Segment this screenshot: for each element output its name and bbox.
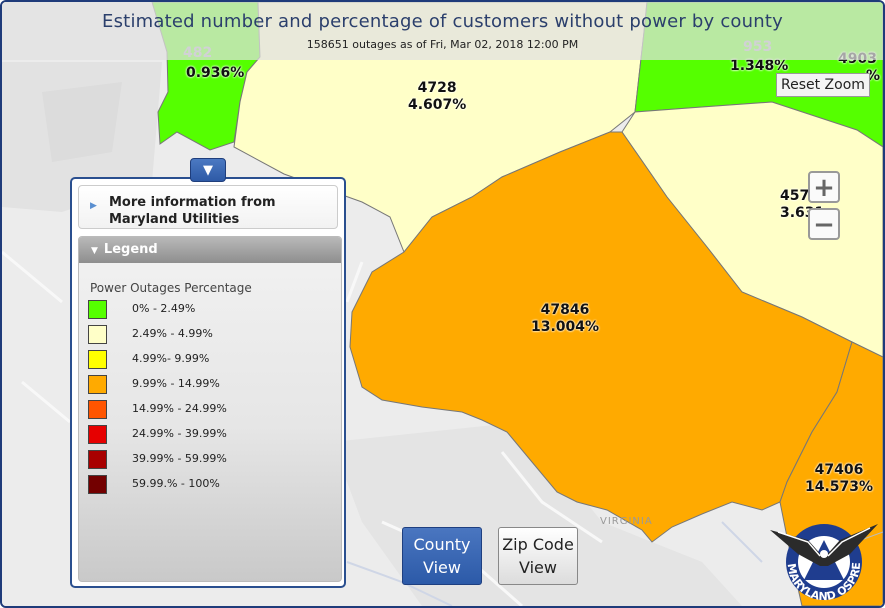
reset-zoom-button[interactable]: Reset Zoom [776, 73, 870, 97]
legend-header[interactable]: ▼ Legend [79, 237, 341, 263]
legend-swatch [88, 400, 107, 419]
legend-swatch [88, 350, 107, 369]
more-information-label: More information from Maryland Utilities [109, 195, 276, 227]
legend-swatch [88, 325, 107, 344]
page-title: Estimated number and percentage of custo… [102, 11, 783, 32]
legend-swatch [88, 450, 107, 469]
panel-toggle-button[interactable]: ▼ [190, 158, 226, 182]
legend: ▼ Legend Power Outages Percentage 0% - 2.… [78, 236, 342, 582]
county-482-percent[interactable]: 0.936% [186, 65, 245, 81]
county-view-button[interactable]: County View [402, 527, 482, 585]
maryland-osprey-logo: MARYLAND OSPREY [768, 510, 878, 603]
chevron-down-icon: ▼ [203, 163, 213, 178]
legend-swatch [88, 425, 107, 444]
basemap-label: VIRGINIA [600, 516, 653, 527]
county-4728-label[interactable]: 4728 4.607% [408, 80, 467, 113]
chevron-right-icon: ▶ [90, 201, 97, 211]
county-953-percent[interactable]: 1.348% [730, 58, 789, 74]
outage-summary: 158651 outages as of Fri, Mar 02, 2018 1… [306, 38, 579, 51]
zoom-out-button[interactable]: − [808, 208, 840, 240]
zip-code-view-button[interactable]: Zip Code View [498, 527, 578, 585]
zoom-in-button[interactable]: + [808, 171, 840, 203]
legend-swatch [88, 475, 107, 494]
county-47406-label[interactable]: 47406 14.573% [805, 462, 874, 495]
legend-swatch [88, 300, 107, 319]
legend-title: Power Outages Percentage [90, 281, 252, 295]
legend-swatch [88, 375, 107, 394]
more-information-accordion[interactable]: ▶ More information from Maryland Utiliti… [78, 185, 338, 229]
title-bar: Estimated number and percentage of custo… [2, 2, 883, 60]
county-47846-label[interactable]: 47846 13.004% [531, 302, 600, 335]
info-panel: ▶ More information from Maryland Utiliti… [70, 177, 346, 588]
triangle-down-icon: ▼ [91, 246, 98, 256]
